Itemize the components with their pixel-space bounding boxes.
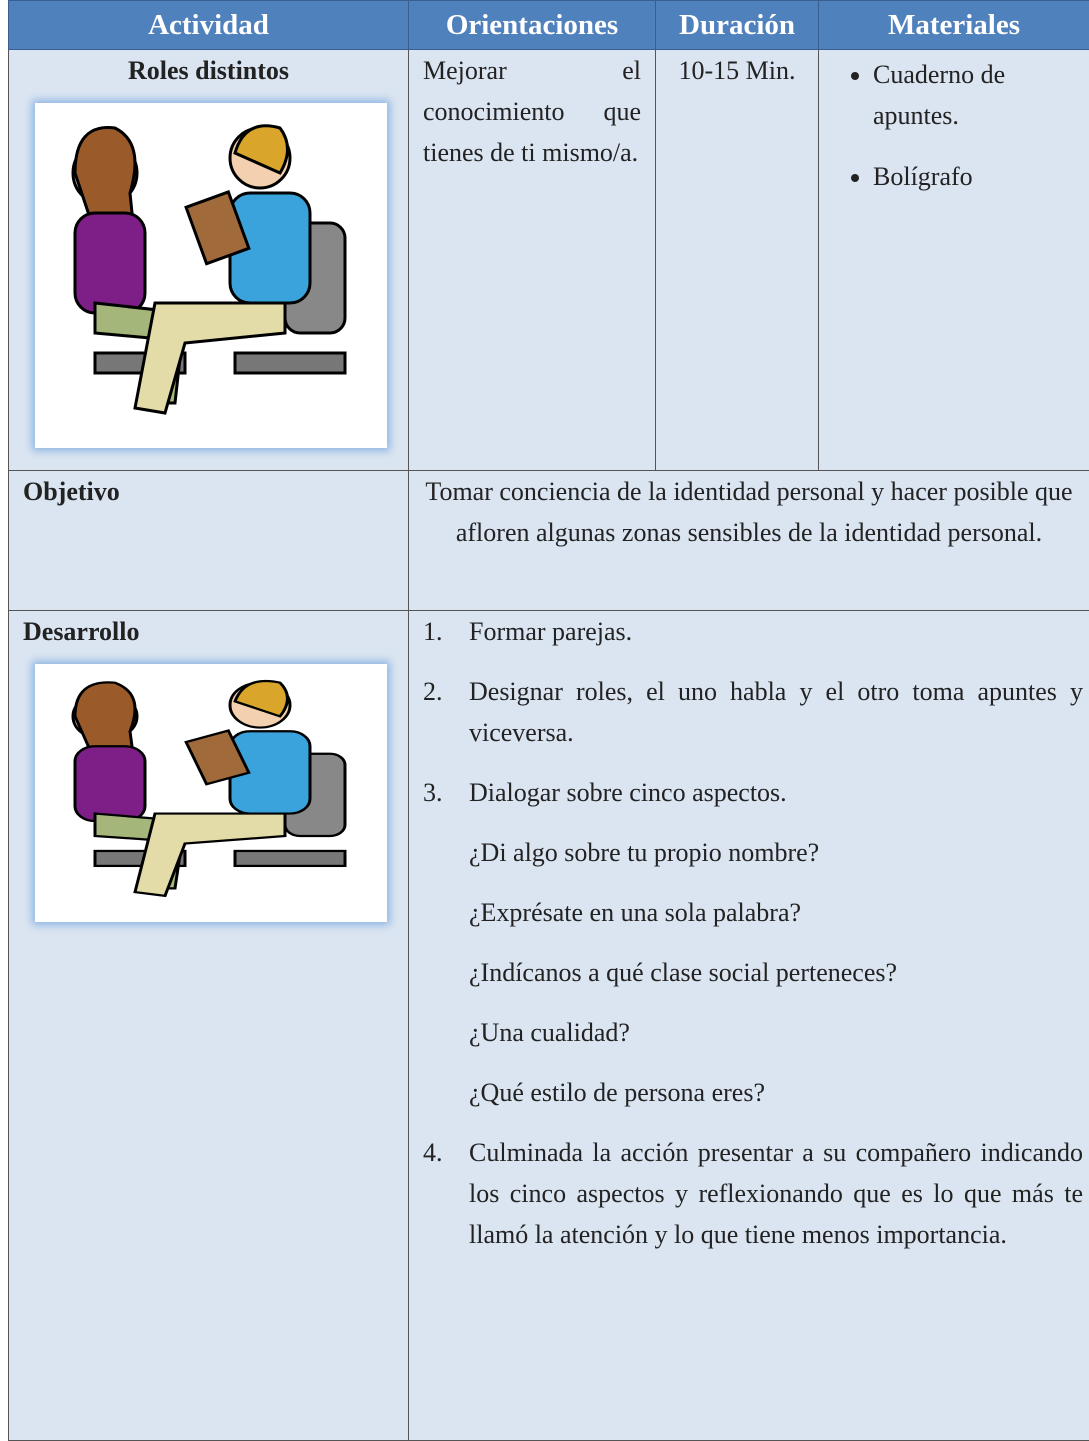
activity-cell: Roles distintos	[9, 50, 409, 471]
activity-row: Roles distintos Mejorar el conocimiento …	[9, 50, 1089, 471]
question: ¿Indícanos a qué clase social perteneces…	[469, 952, 1083, 993]
question: ¿Una cualidad?	[469, 1012, 1083, 1053]
illustration	[35, 103, 387, 448]
activity-table: Actividad Orientaciones Duración Materia…	[8, 0, 1089, 1441]
header-cell: Duración	[656, 1, 819, 50]
duration: 10-15 Min.	[670, 50, 804, 91]
development-label: Desarrollo	[23, 611, 394, 652]
materials-cell: Cuaderno de apuntes. Bolígrafo	[819, 50, 1089, 471]
activity-name: Roles distintos	[23, 50, 394, 91]
material: Cuaderno de apuntes.	[873, 54, 1075, 136]
step-text: Culminada la acción presentar a su compa…	[469, 1132, 1083, 1255]
illustration	[35, 664, 387, 922]
objective-row: Objetivo Tomar conciencia de la identida…	[9, 471, 1089, 611]
step: 3.Dialogar sobre cinco aspectos.	[423, 772, 1083, 813]
development-content: 1.Formar parejas.2.Designar roles, el un…	[409, 611, 1089, 1441]
step-text: Dialogar sobre cinco aspectos.	[469, 772, 787, 813]
header-row: Actividad Orientaciones Duración Materia…	[9, 1, 1089, 50]
step-number: 1.	[423, 611, 469, 652]
step-number: 4.	[423, 1132, 469, 1255]
header-cell: Materiales	[819, 1, 1089, 50]
question: ¿Di algo sobre tu propio nombre?	[469, 832, 1083, 873]
step: 2.Designar roles, el uno habla y el otro…	[423, 671, 1083, 753]
step-text: Designar roles, el uno habla y el otro t…	[469, 671, 1083, 753]
steps: 1.Formar parejas.2.Designar roles, el un…	[423, 611, 1083, 1255]
step-text: Formar parejas.	[469, 611, 632, 652]
step-number: 3.	[423, 772, 469, 813]
header-cell: Actividad	[9, 1, 409, 50]
development-row: Desarrollo 1.Formar parejas.2.Designar r…	[9, 611, 1089, 1441]
question: ¿Exprésate en una sola palabra?	[469, 892, 1083, 933]
question: ¿Qué estilo de persona eres?	[469, 1072, 1083, 1113]
step: 4.Culminada la acción presentar a su com…	[423, 1132, 1083, 1255]
materials-list: Cuaderno de apuntes. Bolígrafo	[833, 54, 1075, 197]
material: Bolígrafo	[873, 156, 1075, 197]
step-number: 2.	[423, 671, 469, 753]
orientation-cell: Mejorar el conocimiento que tienes de ti…	[409, 50, 656, 471]
step: 1.Formar parejas.	[423, 611, 1083, 652]
objective-label: Objetivo	[9, 471, 409, 611]
duration-cell: 10-15 Min.	[656, 50, 819, 471]
orientation: Mejorar el conocimiento que tienes de ti…	[423, 50, 641, 173]
objective-text: Tomar conciencia de la identidad persona…	[409, 471, 1089, 611]
header-cell: Orientaciones	[409, 1, 656, 50]
development-cell: Desarrollo	[9, 611, 409, 1441]
